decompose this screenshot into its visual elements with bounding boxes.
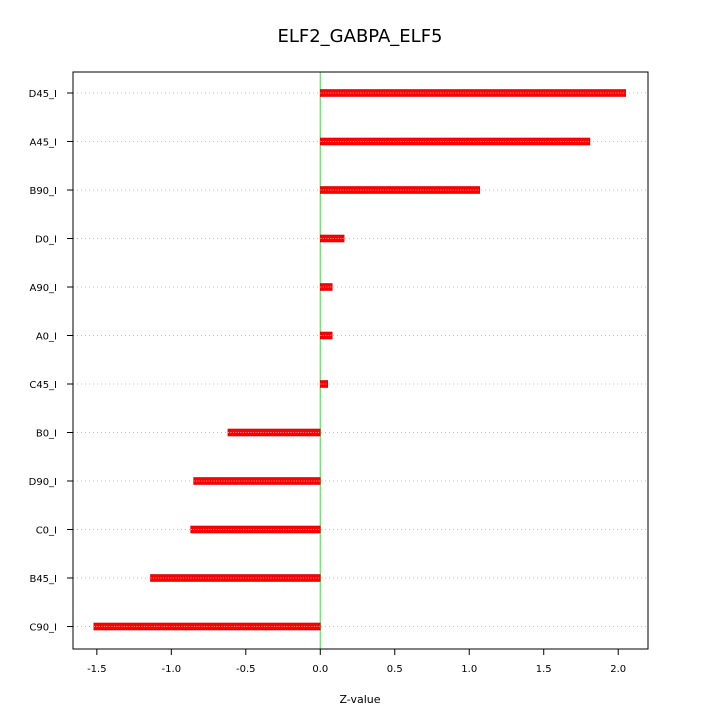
x-tick-label: 1.5 xyxy=(536,664,552,675)
x-tick-label: -1.0 xyxy=(162,664,182,675)
y-axis: D45_I A45_I B90_I D0_I A90_I A0_I C45_I B0_I D90… xyxy=(29,89,73,634)
y-tick-label: D45_I xyxy=(29,89,57,100)
y-tick-label: D90_I xyxy=(29,477,57,488)
x-tick-label: 0.0 xyxy=(312,664,328,675)
y-tick-label: C0_I xyxy=(36,526,57,537)
x-tick-label: 2.0 xyxy=(610,664,626,675)
bars xyxy=(93,89,626,631)
y-tick-label: D0_I xyxy=(35,235,57,246)
y-tick-label: C90_I xyxy=(29,623,57,634)
x-tick-label: -0.5 xyxy=(236,664,256,675)
y-tick-label: C45_I xyxy=(29,380,57,391)
y-tick-label: A90_I xyxy=(29,283,57,294)
x-axis: -1.5 -1.0 -0.5 0.0 0.5 1.0 1.5 2.0 xyxy=(87,649,626,675)
y-tick-label: B90_I xyxy=(29,186,57,197)
y-tick-label: A0_I xyxy=(36,332,57,343)
chart-title: ELF2_GABPA_ELF5 xyxy=(277,26,442,47)
plot-frame xyxy=(72,71,649,650)
y-tick-label: B0_I xyxy=(36,429,57,440)
grid-lines xyxy=(73,92,648,627)
x-axis-label: Z-value xyxy=(339,693,380,706)
x-tick-label: 0.5 xyxy=(387,664,403,675)
y-tick-label: B45_I xyxy=(29,574,57,585)
y-tick-label: A45_I xyxy=(29,138,57,149)
bar-B0_I xyxy=(227,428,321,437)
x-tick-label: 1.0 xyxy=(461,664,477,675)
x-tick-label: -1.5 xyxy=(87,664,107,675)
bar-C45_I xyxy=(319,380,329,388)
